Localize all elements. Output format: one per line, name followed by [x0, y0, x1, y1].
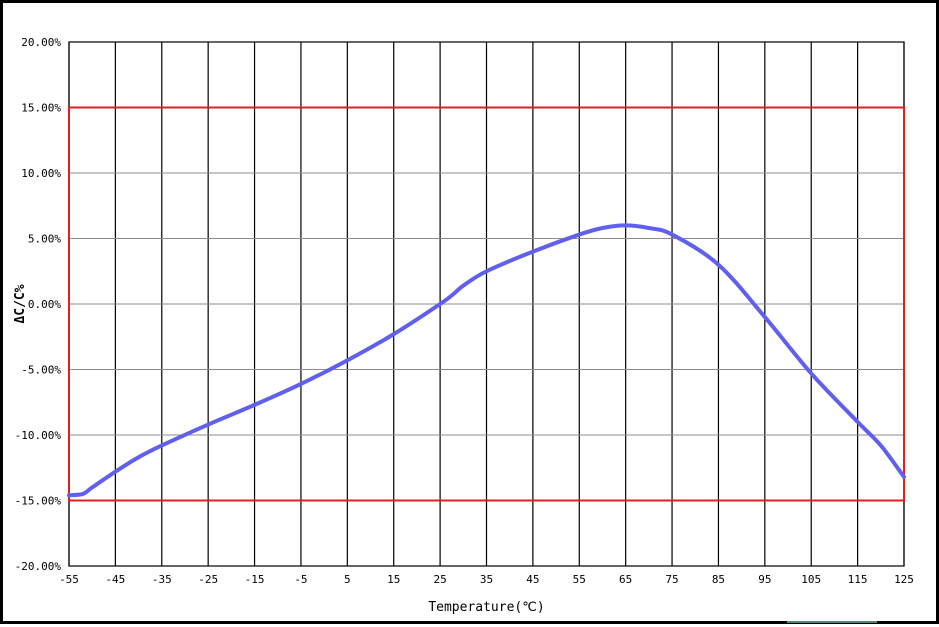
- x-tick-label: 15: [387, 573, 400, 586]
- x-tick-label: 45: [526, 573, 539, 586]
- x-tick-label: -25: [198, 573, 218, 586]
- y-tick-label: 15.00%: [21, 102, 61, 115]
- series-line: [67, 223, 906, 498]
- y-tick-label: 0.00%: [28, 298, 61, 311]
- y-tick-label: -15.00%: [15, 495, 62, 508]
- x-tick-label: 85: [712, 573, 725, 586]
- x-tick-label: 115: [848, 573, 868, 586]
- series-group: [67, 223, 906, 498]
- x-tick-label: 55: [573, 573, 586, 586]
- x-tick-label: 35: [480, 573, 493, 586]
- x-tick-labels: -55 -45 -35 -25 -15 -5 5 15 25 35 45 55 65 75 85 95 105 1…: [59, 573, 914, 586]
- x-tick-label: -55: [59, 573, 79, 586]
- x-tick-label: 125: [894, 573, 914, 586]
- x-tick-label: -35: [152, 573, 172, 586]
- x-tick-label: 5: [344, 573, 351, 586]
- y-tick-label: -5.00%: [21, 364, 61, 377]
- x-tick-label: -15: [245, 573, 265, 586]
- x-tick-label: 25: [433, 573, 446, 586]
- x-tick-label: 75: [665, 573, 678, 586]
- x-tick-label: 65: [619, 573, 632, 586]
- limit-band: [68, 106, 905, 502]
- y-tick-labels: 20.00% 15.00% 10.00% 5.00% 0.00% -5.00% -10.00…: [15, 36, 62, 573]
- x-axis-title: Temperature(℃): [428, 600, 544, 615]
- y-axis-title: ΔC/C%: [13, 284, 28, 323]
- x-tick-label: -5: [294, 573, 307, 586]
- y-tick-label: -20.00%: [15, 560, 62, 573]
- y-tick-label: 20.00%: [21, 36, 61, 49]
- y-tick-label: 5.00%: [28, 233, 61, 246]
- x-tick-label: 105: [801, 573, 821, 586]
- y-tick-label: -10.00%: [15, 429, 62, 442]
- x-tick-label: 95: [758, 573, 771, 586]
- y-tick-label: 10.00%: [21, 167, 61, 180]
- x-tick-label: -45: [105, 573, 125, 586]
